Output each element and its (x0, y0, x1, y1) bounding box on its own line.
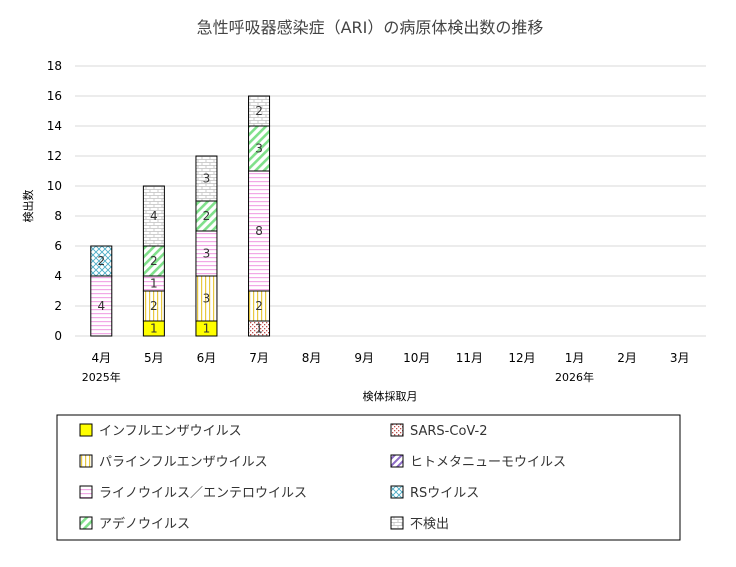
data-label: 4 (150, 209, 158, 223)
data-label: 2 (203, 209, 211, 223)
data-label: 1 (203, 322, 211, 336)
y-tick-label: 6 (54, 239, 62, 253)
x-axis-label: 検体採取月 (363, 389, 418, 403)
legend-label: アデノウイルス (99, 516, 190, 532)
data-label: 8 (255, 224, 263, 238)
data-label: 1 (255, 322, 263, 336)
x-tick-label: 7月 (249, 351, 269, 365)
x-tick-label: 10月 (403, 351, 430, 365)
legend-swatch (79, 423, 93, 437)
legend-swatch (390, 423, 404, 437)
y-tick-label: 8 (54, 209, 62, 223)
x-tick-label: 11月 (456, 351, 483, 365)
bars: 4 2 1 2 1 2 4 1 3 3 2 3 1 2 8 3 2 (90, 95, 271, 337)
x-tick-label: 8月 (302, 351, 322, 365)
legend-swatch (390, 454, 404, 468)
data-label: 4 (97, 299, 105, 313)
legend-label: RSウイルス (410, 486, 479, 501)
bar-segment (90, 245, 113, 277)
x-tick-label: 9月 (354, 351, 374, 365)
x-tick-label: 5月 (144, 351, 164, 365)
legend-swatch (390, 516, 404, 530)
y-tick-label: 18 (47, 59, 62, 73)
legend-box (56, 414, 681, 541)
y-tick-label: 16 (47, 89, 62, 103)
y-tick-label: 12 (47, 149, 62, 163)
y-tick-label: 14 (47, 119, 62, 133)
x-tick-label: 12月 (508, 351, 535, 365)
data-label: 2 (97, 254, 105, 268)
gridlines (75, 65, 706, 337)
legend-label: SARS-CoV-2 (410, 424, 488, 439)
legend-swatch (79, 516, 93, 530)
x-tick-label: 2月 (617, 351, 637, 365)
legend-label: インフルエンザウイルス (99, 424, 242, 439)
x-tick-label: 4月 (91, 351, 111, 365)
data-label: 3 (255, 142, 263, 156)
bar-segment (248, 95, 271, 127)
data-label: 1 (150, 322, 158, 336)
y-tick-label: 10 (47, 179, 62, 193)
year-label: 2026年 (555, 370, 594, 384)
bar-segment (142, 185, 165, 247)
bar-segment (195, 155, 218, 202)
legend-label: パラインフルエンザウイルス (99, 455, 268, 470)
data-label: 3 (203, 247, 211, 261)
y-axis-label: 検出数 (21, 190, 35, 223)
y-tick-label: 0 (54, 329, 62, 343)
data-label: 3 (203, 172, 211, 186)
data-label: 2 (150, 299, 158, 313)
chart-title: 急性呼吸器感染症（ARI）の病原体検出数の推移 (197, 18, 544, 37)
data-label: 2 (150, 254, 158, 268)
data-label: 1 (150, 277, 158, 291)
year-label: 2025年 (82, 370, 121, 384)
legend-swatch (79, 485, 93, 499)
legend: インフルエンザウイルス SARS-CoV-2 パラインフルエンザウイルス ヒトメタニュ… (79, 423, 566, 532)
x-axis-ticks: 4月 5月 6月 7月 8月 9月 10月 11月 12月 1月 2月 3月 2025年 2026年 (82, 351, 690, 384)
legend-swatch (390, 485, 404, 499)
data-label: 2 (255, 104, 263, 118)
data-label: 3 (203, 292, 211, 306)
x-tick-label: 6月 (197, 351, 217, 365)
data-label: 2 (255, 299, 263, 313)
legend-label: ライノウイルス／エンテロウイルス (99, 486, 307, 501)
y-tick-label: 2 (54, 299, 62, 313)
y-tick-label: 4 (54, 269, 62, 283)
y-axis-ticks: 0 2 4 6 8 10 12 14 16 18 (47, 59, 62, 343)
legend-label: ヒトメタニューモウイルス (410, 455, 566, 470)
x-tick-label: 3月 (670, 351, 690, 365)
x-tick-label: 1月 (565, 351, 585, 365)
legend-label: 不検出 (410, 517, 449, 532)
legend-swatch (79, 454, 93, 468)
